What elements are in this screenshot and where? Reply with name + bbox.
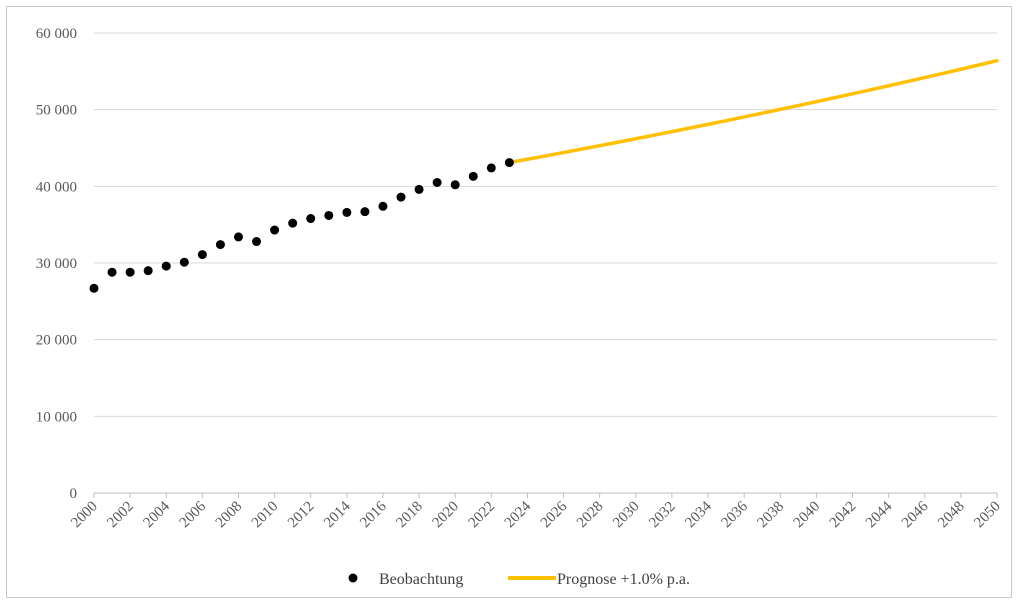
observation-point — [270, 225, 280, 235]
observation-point — [486, 163, 496, 173]
observation-series — [89, 158, 514, 293]
observation-point — [233, 232, 243, 242]
x-tick-label: 2028 — [574, 499, 607, 532]
x-tick-label: 2034 — [682, 498, 715, 531]
x-tick-label: 2012 — [285, 499, 318, 532]
observation-point — [324, 210, 334, 220]
observation-point — [468, 171, 478, 181]
y-tick-label: 0 — [70, 486, 78, 502]
y-tick-label: 20 000 — [36, 333, 77, 349]
observation-point — [432, 178, 442, 187]
x-tick-label: 2042 — [827, 499, 860, 532]
legend-marker-observation — [348, 573, 358, 583]
legend-label-observation: Beobachtung — [379, 571, 463, 588]
x-tick-label: 2002 — [104, 499, 137, 532]
observation-point — [179, 257, 189, 267]
x-tick-label: 2044 — [863, 498, 896, 531]
observation-point — [107, 267, 117, 277]
observation-point — [342, 207, 352, 217]
x-tick-label: 2022 — [466, 499, 499, 532]
legend: Beobachtung Prognose +1.0% p.a. — [348, 571, 690, 588]
x-axis-ticks: 2000 2002 2004 2006 2008 2010 2012 2014 2016 2018… — [68, 493, 1004, 531]
observation-point — [450, 180, 460, 190]
forecast-series — [507, 58, 999, 165]
observation-point — [125, 267, 135, 277]
observation-point — [197, 250, 207, 260]
observation-point — [504, 158, 514, 168]
gridlines — [94, 32, 997, 494]
observation-point — [288, 218, 298, 228]
chart-frame: 0 10 000 20 000 30 000 40 000 50 000 60 000 20… — [6, 6, 1012, 598]
y-tick-label: 60 000 — [36, 26, 77, 42]
observation-point — [414, 184, 424, 194]
forecast-line — [507, 58, 999, 165]
observation-point — [306, 214, 316, 224]
observation-point — [360, 207, 370, 217]
x-tick-label: 2024 — [502, 498, 535, 531]
chart: 0 10 000 20 000 30 000 40 000 50 000 60 000 20… — [36, 26, 1004, 588]
x-tick-label: 2000 — [68, 499, 101, 532]
observation-point — [89, 283, 99, 293]
x-tick-label: 2030 — [610, 499, 643, 532]
y-tick-label: 10 000 — [36, 409, 77, 425]
x-tick-label: 2040 — [791, 499, 824, 532]
x-tick-label: 2046 — [899, 498, 932, 531]
x-tick-label: 2018 — [393, 499, 426, 532]
x-tick-label: 2016 — [357, 498, 390, 531]
x-tick-label: 2014 — [321, 498, 354, 531]
x-tick-label: 2036 — [718, 498, 751, 531]
observation-point — [161, 261, 171, 271]
observation-point — [215, 240, 225, 250]
x-tick-label: 2048 — [935, 499, 968, 532]
x-tick-label: 2032 — [646, 499, 679, 532]
observation-point — [396, 192, 406, 202]
x-tick-label: 2020 — [430, 499, 463, 532]
y-tick-label: 50 000 — [36, 103, 77, 119]
observation-point — [143, 266, 153, 276]
x-tick-label: 2004 — [141, 498, 174, 531]
x-tick-label: 2026 — [538, 498, 571, 531]
y-tick-label: 30 000 — [36, 256, 77, 272]
x-tick-label: 2050 — [971, 499, 1004, 532]
y-axis-ticks: 0 10 000 20 000 30 000 40 000 50 000 60 000 — [36, 26, 77, 502]
observation-point — [252, 237, 262, 247]
observation-point — [378, 201, 388, 211]
x-tick-label: 2038 — [755, 499, 788, 532]
legend-label-forecast: Prognose +1.0% p.a. — [557, 571, 690, 588]
x-tick-label: 2006 — [177, 498, 210, 531]
y-tick-label: 40 000 — [36, 179, 77, 195]
x-tick-label: 2008 — [213, 499, 246, 532]
x-tick-label: 2010 — [249, 499, 282, 532]
